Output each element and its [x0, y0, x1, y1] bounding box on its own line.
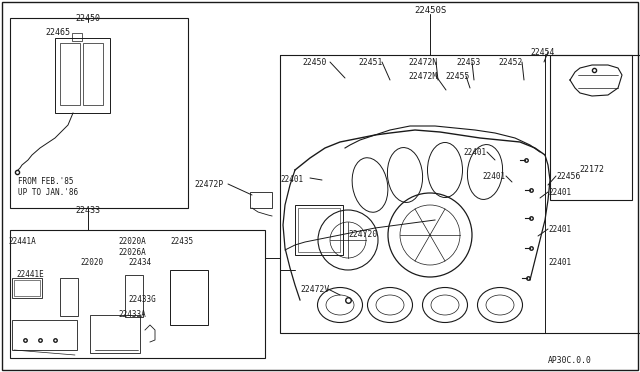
- Text: 22472P: 22472P: [194, 180, 223, 189]
- Bar: [55, 38, 110, 113]
- Text: 22455: 22455: [445, 72, 469, 81]
- Text: 22472V: 22472V: [300, 285, 329, 294]
- Text: 22456: 22456: [556, 172, 580, 181]
- Text: 22472M: 22472M: [408, 72, 437, 81]
- Text: 22450: 22450: [302, 58, 326, 67]
- Bar: [295, 205, 343, 255]
- Text: 22401: 22401: [548, 188, 571, 197]
- Bar: [170, 270, 208, 325]
- Text: 22450S: 22450S: [414, 6, 446, 15]
- Bar: [60, 43, 80, 105]
- Bar: [14, 280, 40, 296]
- Bar: [83, 43, 103, 105]
- Bar: [298, 208, 340, 252]
- Text: 22465: 22465: [45, 28, 70, 37]
- Text: 22454: 22454: [530, 48, 554, 57]
- Text: 22452: 22452: [498, 58, 522, 67]
- Text: 22026A: 22026A: [118, 248, 146, 257]
- Bar: [125, 275, 143, 317]
- Bar: [60, 278, 78, 316]
- Text: FROM FEB.'85: FROM FEB.'85: [18, 177, 74, 186]
- Text: 22433A: 22433A: [118, 310, 146, 319]
- Text: AP30C.0.0: AP30C.0.0: [548, 356, 592, 365]
- Bar: [250, 192, 272, 208]
- Text: 22441A: 22441A: [8, 237, 36, 246]
- Text: 22401: 22401: [280, 175, 303, 184]
- Bar: [90, 315, 140, 353]
- Text: 22433: 22433: [76, 206, 100, 215]
- Bar: [72, 33, 82, 41]
- Text: 22435: 22435: [170, 237, 193, 246]
- Text: 22434: 22434: [128, 258, 151, 267]
- Bar: [12, 320, 77, 350]
- Bar: [280, 55, 640, 333]
- Text: 22450: 22450: [76, 14, 100, 23]
- Text: 22172: 22172: [579, 165, 605, 174]
- Text: 22401: 22401: [548, 258, 571, 267]
- Bar: [10, 230, 265, 358]
- Text: 22020A: 22020A: [118, 237, 146, 246]
- Text: 22441E: 22441E: [16, 270, 44, 279]
- Text: 22451: 22451: [358, 58, 382, 67]
- Text: UP TO JAN.'86: UP TO JAN.'86: [18, 188, 78, 197]
- Bar: [10, 18, 188, 208]
- Text: 22472N: 22472N: [408, 58, 437, 67]
- Text: 22020: 22020: [80, 258, 103, 267]
- Text: 22453: 22453: [456, 58, 481, 67]
- Text: 224720: 224720: [348, 230, 377, 239]
- Bar: [550, 55, 632, 200]
- Text: 22433G: 22433G: [128, 295, 156, 304]
- Bar: [12, 278, 42, 298]
- Text: 22401: 22401: [463, 148, 486, 157]
- Text: 22401: 22401: [548, 225, 571, 234]
- Text: 22401: 22401: [482, 172, 505, 181]
